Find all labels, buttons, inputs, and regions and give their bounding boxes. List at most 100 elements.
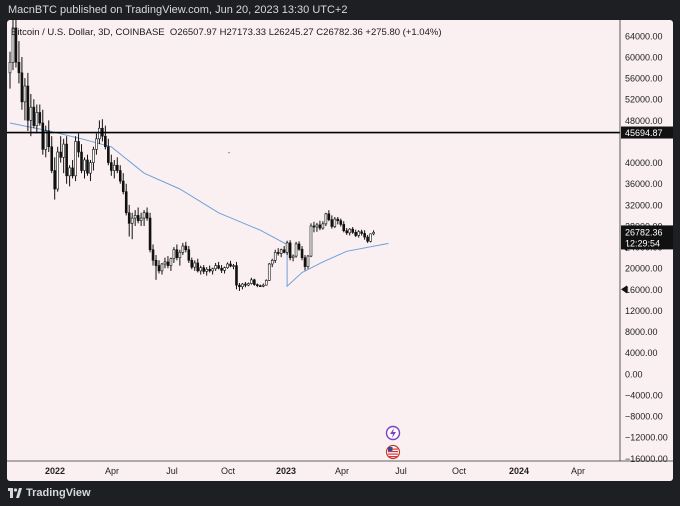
candle-body (124, 191, 128, 214)
published-text: MacnBTC published on TradingView.com, Ju… (8, 4, 348, 16)
candle-body (309, 225, 313, 257)
candle (113, 159, 116, 179)
candle (53, 157, 57, 200)
candle-body (315, 224, 319, 228)
candle (59, 136, 62, 163)
candle-body (270, 260, 274, 265)
candle (65, 136, 68, 184)
y-tick-label: 8000.00 (625, 327, 658, 337)
x-tick-label: 2022 (45, 466, 65, 476)
candle-body (354, 232, 357, 236)
candle-body (339, 220, 343, 225)
level-price-tag-bg (621, 126, 673, 139)
candle-body (318, 224, 322, 229)
candle-body (238, 284, 241, 288)
candle (318, 220, 322, 231)
candle (160, 262, 164, 275)
candle (264, 279, 268, 286)
x-tick-label: Apr (105, 466, 119, 476)
level-price-tag-text: 45694.87 (625, 128, 663, 138)
candle (279, 248, 283, 258)
price-chart[interactable]: 64000.00 60000.00 56000.00 52000.00 48000.00… (7, 20, 673, 481)
candle (315, 222, 319, 232)
candle-body (214, 265, 217, 270)
y-tick-label: 40000.00 (625, 158, 663, 168)
candle-body (47, 130, 51, 148)
candle (256, 283, 259, 288)
candle-body (151, 249, 155, 261)
candle-body (357, 231, 360, 236)
candle-body (145, 212, 149, 219)
candle (354, 229, 357, 238)
candle (74, 136, 77, 182)
candle-body (363, 233, 366, 238)
candle (101, 119, 104, 142)
candle-body (127, 212, 131, 224)
y-tick-label: 20000.00 (625, 264, 663, 274)
candle-body (187, 249, 191, 261)
candle (348, 228, 352, 236)
candle-body (133, 215, 137, 219)
candle-body (333, 218, 337, 227)
last-price-tag-bg (621, 225, 673, 250)
x-tick-label: Oct (221, 466, 236, 476)
candle (142, 210, 146, 226)
candle-body (17, 61, 21, 74)
candle-body (235, 265, 238, 286)
candle-body (256, 284, 259, 286)
candle (297, 241, 301, 251)
candle-body (8, 61, 12, 74)
candle (270, 258, 274, 268)
candle-body (92, 149, 95, 163)
candle (68, 165, 71, 187)
candle-body (56, 151, 59, 190)
candle-body (312, 225, 316, 228)
candle (309, 223, 313, 258)
symbol-legend[interactable]: Bitcoin / U.S. Dollar, 3D, COINBASE O265… (11, 27, 441, 38)
candle (29, 93, 33, 137)
candle (372, 230, 375, 236)
candle-body (26, 85, 30, 121)
candle (250, 277, 253, 285)
candle-body (20, 72, 24, 103)
candle-body (247, 283, 250, 286)
candle-body (241, 283, 244, 288)
candle (124, 183, 128, 216)
candle (26, 72, 30, 131)
candle (139, 212, 143, 226)
candle (148, 212, 152, 253)
candle (133, 210, 137, 226)
candle-body (327, 213, 331, 220)
candle-body (264, 280, 268, 286)
candle-body (273, 252, 277, 261)
candle (321, 221, 325, 230)
candle-body (86, 159, 89, 174)
candle-body (279, 249, 283, 254)
candle-body (142, 212, 146, 219)
candle (110, 154, 113, 176)
candle-body (53, 170, 57, 190)
candle-body (41, 122, 45, 150)
level-price-tag: 45694.87 (621, 126, 673, 139)
candle (44, 125, 48, 158)
x-tick-label: 2023 (276, 466, 296, 476)
candle (121, 173, 125, 195)
candle-body (226, 263, 229, 268)
candle (333, 216, 337, 229)
candle-body (32, 106, 36, 126)
candle-body (89, 162, 92, 174)
chart-area[interactable]: 64000.00 60000.00 56000.00 52000.00 48000.00… (7, 20, 673, 481)
candle (327, 210, 331, 222)
candle-body (154, 260, 158, 266)
candle (62, 138, 65, 174)
x-tick-label: Jul (395, 466, 407, 476)
candle-body (175, 249, 179, 258)
candle-body (330, 219, 334, 227)
y-tick-label: 12000.00 (625, 306, 663, 316)
candle-body (351, 228, 355, 233)
candle-body (369, 233, 372, 242)
candle (202, 265, 205, 275)
y-tick-label: 32000.00 (625, 200, 663, 210)
candle-body (14, 27, 18, 63)
candle (366, 234, 369, 243)
